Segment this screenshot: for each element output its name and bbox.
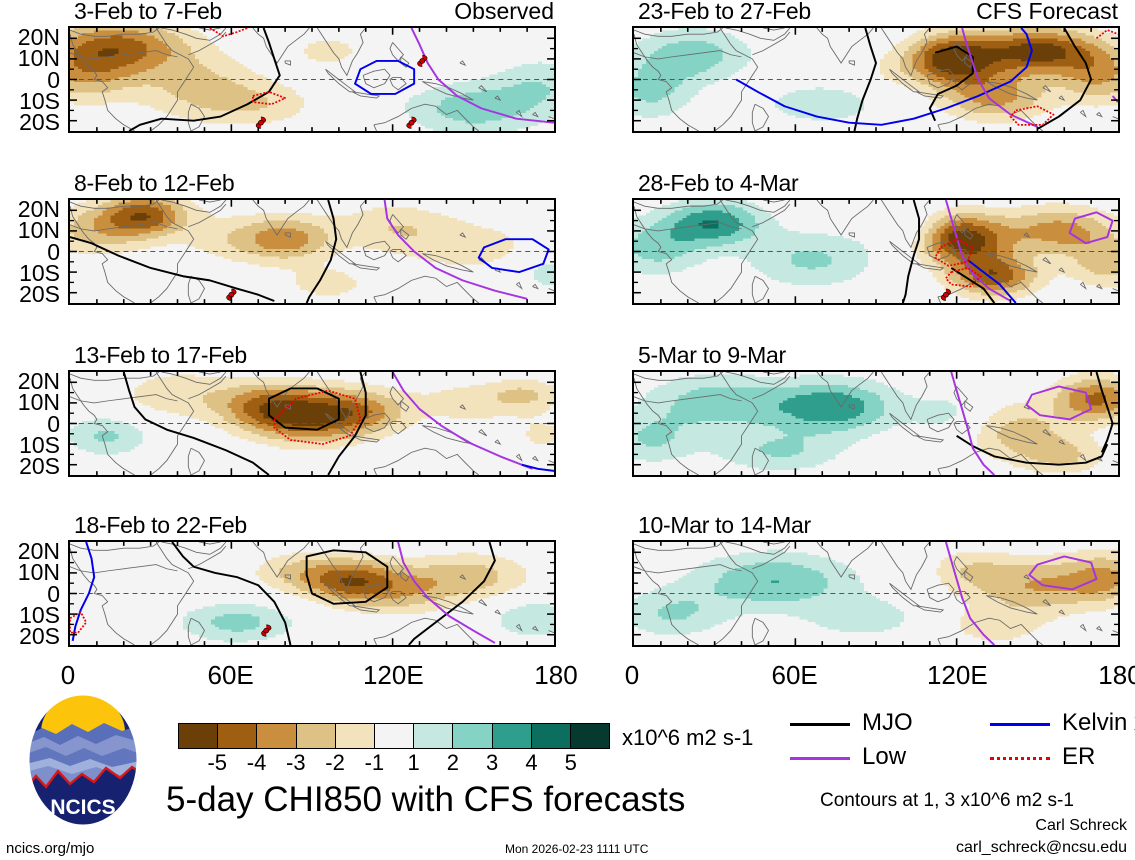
y-tick-label: 10S	[2, 89, 60, 113]
colorbar-tick-label: -2	[325, 752, 345, 774]
colorbar-tick-label: -5	[207, 752, 227, 774]
y-tick-label: 20S	[2, 283, 60, 306]
y-tick-label: 20N	[2, 25, 60, 49]
colorbar-tick-label: 1	[408, 752, 420, 774]
y-tick-label: 20N	[2, 197, 60, 221]
y-tick-label: 0	[2, 412, 60, 436]
x-tick-label: 120E	[907, 662, 1007, 688]
panel-title: 13-Feb to 17-Feb	[74, 344, 247, 367]
y-tick-label: 10S	[2, 433, 60, 457]
generation-timestamp: Mon 2026-02-23 1111 UTC	[505, 843, 648, 855]
legend-line-swatch	[990, 757, 1050, 760]
colorbar-units-label: x10^6 m2 s-1	[622, 727, 753, 749]
colorbar	[178, 723, 610, 749]
panel-title: 18-Feb to 22-Feb	[74, 514, 247, 537]
x-tick-label: 60E	[181, 662, 281, 688]
colorbar-swatch	[492, 724, 532, 748]
x-tick-label: 60E	[745, 662, 845, 688]
colorbar-tick-label: 2	[447, 752, 459, 774]
column-header: CFS Forecast	[976, 0, 1118, 23]
x-tick-label: 120E	[343, 662, 443, 688]
panel-title: 10-Mar to 14-Mar	[638, 514, 811, 537]
y-tick-label: 10N	[2, 219, 60, 242]
y-tick-label: 0	[2, 68, 60, 92]
y-tick-label: 20S	[2, 111, 60, 134]
panel-8: 10-Mar to 14-Mar	[632, 514, 1120, 647]
panel-2: 8-Feb to 12-Feb	[68, 172, 556, 305]
colorbar-swatch	[374, 724, 415, 748]
legend-label: MJO	[862, 711, 913, 735]
y-tick-label: 10S	[2, 261, 60, 285]
y-tick-label: 20S	[2, 455, 60, 478]
ncics-logo: NCICS	[26, 692, 140, 834]
y-tick-label: 20N	[2, 539, 60, 563]
legend-label: Kelvin x2	[1062, 711, 1135, 735]
x-tick-label: 0	[18, 662, 118, 688]
y-tick-label: 20N	[2, 369, 60, 393]
colorbar-swatch	[570, 724, 610, 748]
x-tick-label: 0	[582, 662, 682, 688]
plot-area	[632, 26, 1120, 133]
colorbar-tick-label: -4	[247, 752, 267, 774]
site-url[interactable]: ncics.org/mjo	[6, 841, 94, 856]
y-tick-label: 10N	[2, 47, 60, 70]
legend-label: ER	[1062, 745, 1095, 769]
plot-area	[68, 198, 556, 305]
author-name: Carl Schreck	[1035, 818, 1127, 834]
panel-6: 28-Feb to 4-Mar	[632, 172, 1120, 305]
panel-title: 8-Feb to 12-Feb	[74, 172, 235, 195]
y-tick-label: 10S	[2, 603, 60, 627]
legend-line-swatch	[990, 723, 1050, 726]
colorbar-tick-label: -1	[365, 752, 385, 774]
plot-area	[632, 370, 1120, 477]
panel-5: 23-Feb to 27-Feb CFS Forecast	[632, 0, 1120, 133]
column-header: Observed	[454, 0, 554, 23]
colorbar-swatch	[531, 724, 571, 748]
colorbar-swatch	[335, 724, 375, 748]
colorbar-tick-label: 5	[565, 752, 577, 774]
colorbar-tick-label: 4	[525, 752, 537, 774]
y-tick-label: 10N	[2, 561, 60, 584]
colorbar-tick-labels: -5 -4 -3 -2 -1 1 2 3 4 5	[178, 752, 610, 778]
colorbar-swatch	[218, 724, 258, 748]
colorbar-swatch	[179, 724, 219, 748]
colorbar-swatch	[257, 724, 297, 748]
panel-title: 28-Feb to 4-Mar	[638, 172, 799, 195]
y-tick-label: 10N	[2, 391, 60, 414]
panel-4: 18-Feb to 22-Feb	[68, 514, 556, 647]
panel-1: 3-Feb to 7-Feb Observed	[68, 0, 556, 133]
page-title: 5-day CHI850 with CFS forecasts	[166, 782, 685, 817]
plot-area	[68, 370, 556, 477]
colorbar-swatch	[296, 724, 336, 748]
y-tick-label: 0	[2, 582, 60, 606]
y-tick-label: 20S	[2, 625, 60, 648]
panel-7: 5-Mar to 9-Mar	[632, 344, 1120, 477]
panel-title: 5-Mar to 9-Mar	[638, 344, 786, 367]
colorbar-tick-label: -3	[286, 752, 306, 774]
colorbar-swatch	[453, 724, 493, 748]
panel-3: 13-Feb to 17-Feb	[68, 344, 556, 477]
logo-text: NCICS	[50, 796, 115, 819]
x-tick-label: 180	[1070, 662, 1135, 688]
plot-area	[68, 540, 556, 647]
x-tick-label: 180	[506, 662, 606, 688]
panel-title: 23-Feb to 27-Feb	[638, 0, 811, 23]
y-tick-label: 0	[2, 240, 60, 264]
plot-area	[68, 26, 556, 133]
plot-area	[632, 198, 1120, 305]
legend-line-swatch	[790, 723, 850, 726]
legend-label: Low	[862, 745, 906, 769]
plot-area	[632, 540, 1120, 647]
legend-line-swatch	[790, 757, 850, 760]
colorbar-tick-label: 3	[486, 752, 498, 774]
contour-note: Contours at 1, 3 x10^6 m2 s-1	[820, 791, 1074, 810]
panel-title: 3-Feb to 7-Feb	[74, 0, 222, 23]
colorbar-swatch	[414, 724, 454, 748]
author-email: carl_schreck@ncsu.edu	[956, 840, 1127, 856]
